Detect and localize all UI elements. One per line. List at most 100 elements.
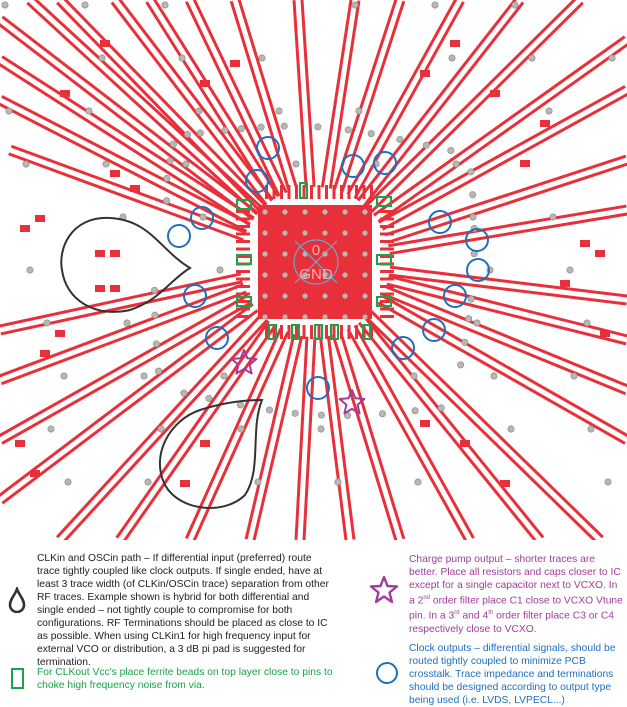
ic-pin	[380, 300, 394, 303]
component-pad	[490, 90, 500, 97]
clock-output-circle	[245, 169, 269, 193]
trace	[237, 0, 299, 190]
via	[195, 107, 203, 115]
ic-pin	[317, 325, 321, 339]
component-pad	[55, 330, 65, 337]
charge-pump-text: order filter place C3 or C4 respectively…	[409, 610, 614, 635]
via	[178, 54, 186, 62]
via	[102, 160, 110, 168]
ic-pin	[355, 185, 358, 199]
ferrite-note: For CLKout Vcc's place ferrite beads on …	[37, 667, 333, 691]
via	[152, 340, 160, 348]
clock-output-circle	[465, 228, 489, 252]
trace	[363, 1, 525, 207]
ic-pin	[302, 185, 306, 199]
trace	[318, 336, 348, 540]
via	[566, 266, 574, 274]
component-pad	[110, 170, 120, 177]
via	[282, 272, 288, 278]
trace	[353, 324, 475, 539]
via	[322, 209, 328, 215]
via	[205, 394, 213, 402]
ic-pin	[280, 325, 283, 339]
ic-pin	[325, 185, 328, 199]
trace	[244, 333, 296, 540]
ferrite-bead-marker	[236, 254, 252, 265]
ic-pin	[287, 185, 291, 199]
ic-pin	[362, 185, 366, 199]
ic-pin	[236, 232, 250, 236]
ic-pin	[265, 185, 268, 199]
trace	[389, 265, 627, 298]
charge-pump-text: and 4	[459, 610, 489, 622]
via	[163, 197, 171, 205]
component-pad	[560, 280, 570, 287]
via	[322, 251, 328, 257]
clock-output-circle	[428, 210, 452, 234]
via	[262, 293, 268, 299]
ic-pins	[236, 185, 394, 339]
ic-pin	[236, 247, 250, 251]
superscript: nd	[423, 595, 431, 601]
via	[282, 209, 288, 215]
pad-net-number: 0	[312, 242, 320, 259]
trace	[0, 280, 243, 336]
clock-output-circle	[422, 318, 446, 342]
ferrite-bead-markers	[236, 182, 392, 340]
component-pad	[500, 480, 510, 487]
via	[237, 425, 245, 433]
component-pad	[35, 215, 45, 222]
ferrite-bead-marker	[299, 182, 308, 199]
ic-pin	[380, 270, 394, 273]
trace	[381, 294, 627, 438]
component-pad	[230, 60, 240, 67]
via	[367, 130, 375, 138]
ic-pin	[317, 185, 321, 199]
component-pad	[200, 440, 210, 447]
via	[422, 141, 430, 149]
trace	[292, 0, 308, 188]
via	[467, 295, 475, 303]
component-pad	[60, 90, 70, 97]
via	[302, 209, 308, 215]
via	[180, 389, 188, 397]
ic-pin	[272, 325, 276, 339]
via	[379, 410, 387, 418]
via	[47, 425, 55, 433]
via	[344, 126, 352, 134]
via	[183, 130, 191, 138]
via	[528, 54, 536, 62]
ground-pad-vias	[262, 209, 368, 320]
via	[43, 319, 51, 327]
via	[282, 251, 288, 257]
clock-output-markers	[167, 136, 490, 400]
ic-pin	[325, 325, 328, 339]
ic-pin	[265, 325, 268, 339]
via	[216, 266, 224, 274]
star-icon	[369, 575, 399, 610]
via	[262, 209, 268, 215]
component-pad	[20, 225, 30, 232]
component-pad	[110, 285, 120, 292]
via	[431, 1, 439, 9]
ferrite-bead-marker	[236, 296, 252, 307]
via	[151, 286, 159, 294]
ic-pin	[280, 185, 283, 199]
via	[411, 407, 419, 415]
via	[163, 174, 171, 182]
trace	[123, 324, 277, 540]
gnd-symbol	[293, 239, 339, 285]
via	[196, 129, 204, 137]
via	[583, 319, 591, 327]
via	[64, 478, 72, 486]
component-pad	[110, 250, 120, 257]
via	[5, 107, 13, 115]
ic-pin	[380, 255, 394, 258]
via	[342, 272, 348, 278]
via	[258, 54, 266, 62]
trace	[302, 337, 317, 540]
via	[362, 251, 368, 257]
trace	[381, 92, 627, 231]
trace	[388, 274, 627, 338]
charge-pump-star	[338, 389, 366, 415]
